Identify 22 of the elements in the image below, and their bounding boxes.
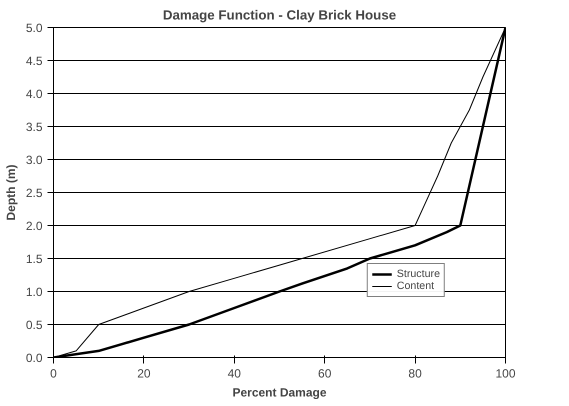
legend-label: Structure [396,268,440,280]
chart-title: Damage Function - Clay Brick House [162,8,396,22]
y-tick-label: 5.0 [26,21,43,35]
y-axis-title: Depth (m) [4,164,18,220]
y-tick-label: 4.5 [26,54,43,68]
y-tick-label: 3.0 [26,153,43,167]
x-tick-label: 40 [228,366,242,380]
y-tick-label: 1.0 [26,285,43,299]
y-tick-label: 0.5 [26,318,43,332]
y-tick-label: 0.0 [26,351,43,365]
x-tick-label: 60 [318,366,332,380]
x-axis-title: Percent Damage [232,386,327,400]
x-tick-label: 80 [408,366,422,380]
y-tick-label: 2.0 [26,219,43,233]
legend-label: Content [396,280,434,292]
x-tick-label: 0 [50,366,58,380]
x-tick-label: 100 [495,366,516,380]
y-tick-label: 3.5 [26,120,43,134]
y-tick-label: 1.5 [26,252,43,266]
y-tick-label: 4.0 [26,87,43,101]
y-tick-label: 2.5 [26,186,43,200]
x-tick-label: 20 [137,366,151,380]
